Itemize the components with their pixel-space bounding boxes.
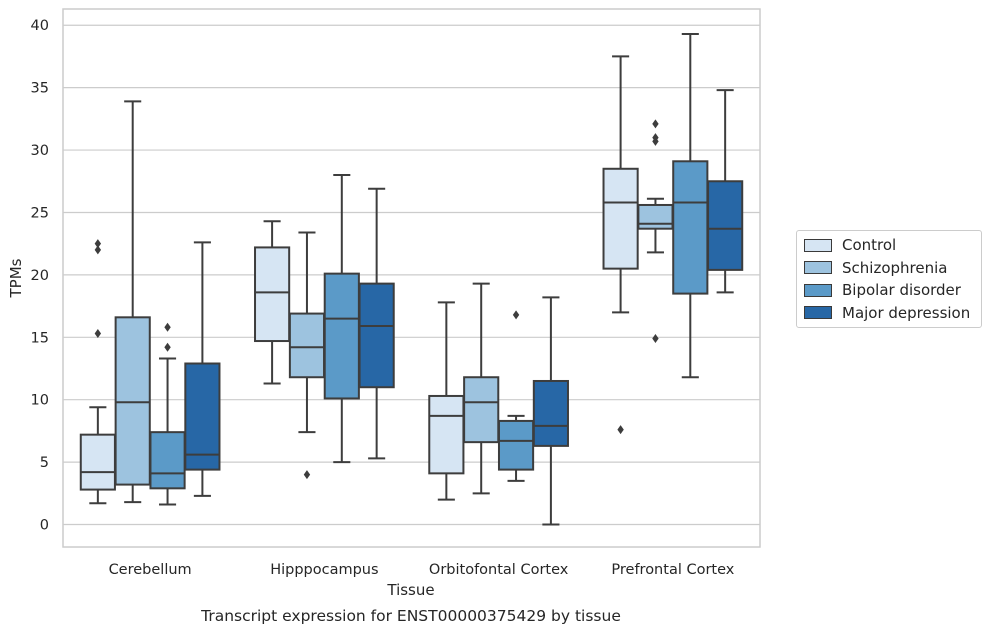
box	[288, 312, 326, 379]
y-axis-label: TPMs	[7, 258, 25, 298]
box	[602, 167, 639, 270]
plot-area	[79, 32, 744, 526]
y-tick-label: 40	[31, 18, 49, 34]
y-tick-label: 10	[31, 393, 49, 409]
outlier-point	[512, 310, 520, 320]
plot-frame	[62, 8, 761, 548]
box-group	[114, 100, 151, 504]
outlier-point	[617, 425, 624, 435]
outlier-point	[94, 239, 102, 249]
box-group	[79, 239, 116, 505]
chart-title: Transcript expression for ENST0000037542…	[200, 607, 621, 625]
box-group	[358, 187, 395, 460]
y-tick-label: 30	[31, 143, 49, 159]
x-tick-label: Cerebellum	[109, 562, 192, 578]
legend-label: Control	[842, 236, 897, 255]
outlier-point	[652, 334, 659, 344]
box	[707, 180, 744, 271]
legend-label: Bipolar disorder	[842, 281, 961, 300]
box	[184, 362, 221, 471]
x-tick-label: Orbitofontal Cortex	[429, 562, 569, 578]
box	[532, 379, 569, 447]
box-group	[254, 220, 291, 385]
box-group	[184, 241, 221, 497]
outlier-point	[303, 470, 311, 480]
box-group	[323, 174, 360, 464]
x-tick-label: Hipppocampus	[270, 562, 378, 578]
box	[79, 433, 116, 491]
box	[497, 419, 535, 471]
y-tick-label: 25	[31, 205, 49, 221]
box-group	[149, 322, 186, 506]
box-group	[707, 89, 744, 294]
box	[358, 282, 395, 389]
x-tick-label: Prefrontal Cortex	[611, 562, 734, 578]
box	[149, 431, 186, 490]
x-tick-labels: Cerebellum Hipppocampus Orbitofontal Corte…	[109, 562, 735, 578]
outlier-point	[164, 322, 171, 332]
box	[254, 246, 291, 343]
y-tick-label: 35	[31, 81, 49, 97]
box	[323, 272, 360, 400]
outlier-point	[164, 342, 171, 352]
y-tick-label: 5	[40, 455, 49, 471]
legend-item: Major depression	[797, 302, 981, 325]
outlier-point	[94, 329, 102, 339]
legend-item: Schizophrenia	[797, 257, 981, 280]
box-group	[672, 32, 709, 379]
legend-label: Schizophrenia	[842, 258, 948, 277]
box-group	[602, 55, 639, 435]
box-group	[637, 119, 674, 344]
y-tick-label: 20	[31, 268, 49, 284]
y-tick-label: 15	[31, 330, 49, 346]
y-tick-label: 0	[40, 518, 49, 534]
legend-swatch	[804, 283, 832, 297]
outlier-point	[652, 119, 659, 129]
box-group	[428, 301, 465, 501]
box-group	[497, 310, 535, 482]
legend-swatch	[804, 306, 832, 320]
legend-item: Bipolar disorder	[797, 279, 981, 302]
box-group	[532, 296, 569, 526]
box	[637, 203, 674, 230]
outlier-point	[94, 245, 102, 255]
box	[428, 394, 465, 475]
box-group	[463, 282, 500, 495]
legend-label: Major depression	[842, 303, 971, 322]
y-tick-labels: 0 5 10 15 20 25 30 35 40	[31, 18, 49, 533]
legend: Control Schizophrenia Bipolar disorder Majo…	[796, 230, 982, 328]
outlier-point	[652, 133, 659, 143]
box	[114, 316, 151, 486]
legend-swatch	[804, 261, 832, 275]
legend-swatch	[804, 238, 832, 252]
box	[672, 160, 709, 295]
x-axis-label: Tissue	[386, 581, 434, 599]
box	[463, 376, 500, 444]
box-group	[288, 231, 326, 480]
legend-item: Control	[797, 234, 981, 257]
